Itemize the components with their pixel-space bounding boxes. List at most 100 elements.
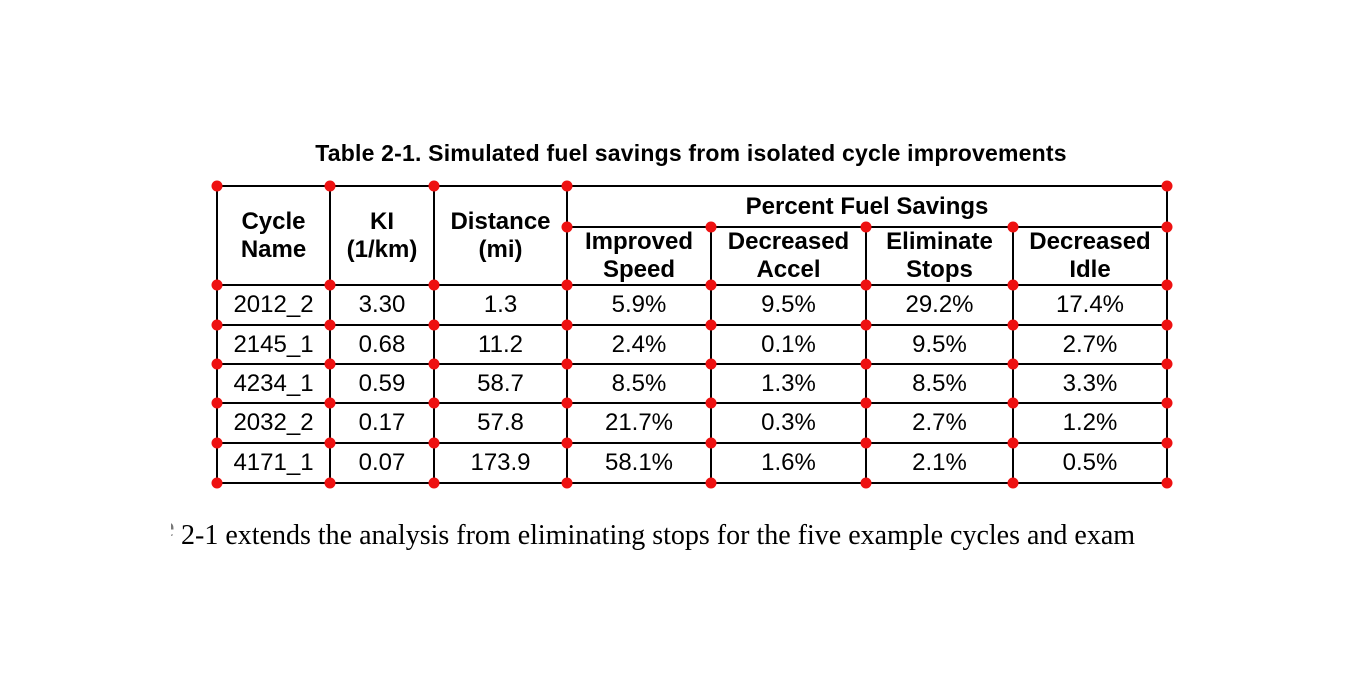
- table-title: Table 2-1. Simulated fuel savings from i…: [315, 140, 1067, 166]
- annotation-dot: [561, 358, 573, 370]
- fuel-savings-table: Cycle Name KI (1/km) Distance (mi) Perce…: [216, 185, 1169, 484]
- annotation-dot: [1007, 319, 1019, 331]
- table-cell: 2145_1: [216, 324, 331, 365]
- annotation-dot: [211, 397, 223, 409]
- clipped-char: e: [171, 512, 175, 544]
- annotation-dot: [428, 319, 440, 331]
- table-row: 4171_1 0.07 173.9 58.1% 1.6% 2.1% 0.5%: [216, 442, 1169, 484]
- table-cell: 0.1%: [710, 324, 867, 365]
- table-cell: 8.5%: [865, 363, 1014, 404]
- annotation-dot: [561, 180, 573, 192]
- table-cell: 58.1%: [566, 442, 712, 484]
- annotation-dot: [324, 279, 336, 291]
- caption-text: 2-1 extends the analysis from eliminatin…: [181, 520, 1136, 551]
- annotation-dot: [211, 437, 223, 449]
- col-header-eliminate-stops: Eliminate Stops: [865, 226, 1014, 286]
- col-header-decreased-accel: Decreased Accel: [710, 226, 867, 286]
- annotation-dot: [211, 319, 223, 331]
- annotation-dot: [705, 279, 717, 291]
- table-cell: 3.3%: [1011, 363, 1169, 404]
- table-cell: 21.7%: [566, 402, 712, 444]
- annotation-dot: [860, 397, 872, 409]
- annotation-dot: [1161, 358, 1173, 370]
- annotation-dot: [324, 477, 336, 489]
- table-cell: 4171_1: [216, 442, 331, 484]
- table-row: 4234_1 0.59 58.7 8.5% 1.3% 8.5% 3.3%: [216, 363, 1169, 404]
- table-cell: 2.4%: [566, 324, 712, 365]
- table-cell: 29.2%: [865, 284, 1014, 326]
- col-header-ki: KI (1/km): [329, 185, 435, 286]
- table-cell: 5.9%: [566, 284, 712, 326]
- table-cell: 4234_1: [216, 363, 331, 404]
- annotation-dot: [428, 477, 440, 489]
- annotation-dot: [428, 180, 440, 192]
- annotation-dot: [211, 477, 223, 489]
- table-row: 2012_2 3.30 1.3 5.9% 9.5% 29.2% 17.4%: [216, 284, 1169, 326]
- annotation-dot: [1007, 437, 1019, 449]
- table-cell: 2.7%: [1011, 324, 1169, 365]
- table-cell: 0.3%: [710, 402, 867, 444]
- table-cell: 58.7: [433, 363, 568, 404]
- table-cell: 57.8: [433, 402, 568, 444]
- col-header-improved-speed: Improved Speed: [566, 226, 712, 286]
- annotation-dot: [428, 437, 440, 449]
- table-cell: 1.6%: [710, 442, 867, 484]
- annotation-dot: [705, 397, 717, 409]
- annotation-dot: [860, 358, 872, 370]
- annotation-dot: [324, 319, 336, 331]
- annotation-dot: [324, 437, 336, 449]
- table-cell: 1.3%: [710, 363, 867, 404]
- col-header-percent-fuel-savings: Percent Fuel Savings: [565, 185, 1169, 228]
- annotation-dot: [324, 397, 336, 409]
- annotation-dot: [705, 319, 717, 331]
- table-row: 2032_2 0.17 57.8 21.7% 0.3% 2.7% 1.2%: [216, 402, 1169, 444]
- table-row: 2145_1 0.68 11.2 2.4% 0.1% 9.5% 2.7%: [216, 324, 1169, 365]
- table-cell: 9.5%: [710, 284, 867, 326]
- table-cell: 11.2: [433, 324, 568, 365]
- table-cell: 8.5%: [566, 363, 712, 404]
- annotation-dot: [860, 437, 872, 449]
- annotation-dot: [705, 221, 717, 233]
- annotation-dot: [428, 279, 440, 291]
- annotation-dot: [211, 180, 223, 192]
- annotation-dot: [211, 358, 223, 370]
- table-cell: 9.5%: [865, 324, 1014, 365]
- table-cell: 0.07: [329, 442, 435, 484]
- annotation-dot: [561, 437, 573, 449]
- annotation-dot: [1007, 358, 1019, 370]
- table-cell: 2012_2: [216, 284, 331, 326]
- table-cell: 2.1%: [865, 442, 1014, 484]
- annotation-dot: [1007, 397, 1019, 409]
- table-cell: 2.7%: [865, 402, 1014, 444]
- table-cell: 3.30: [329, 284, 435, 326]
- annotation-dot: [860, 279, 872, 291]
- annotation-dot: [1161, 477, 1173, 489]
- table-cell: 0.17: [329, 402, 435, 444]
- annotation-dot: [428, 397, 440, 409]
- annotation-dot: [860, 477, 872, 489]
- annotation-dot: [860, 221, 872, 233]
- annotation-dot: [1161, 397, 1173, 409]
- annotation-dot: [324, 180, 336, 192]
- annotation-dot: [561, 397, 573, 409]
- caption-line: e2-1 extends the analysis from eliminati…: [171, 512, 1135, 552]
- annotation-dot: [324, 358, 336, 370]
- col-header-decreased-idle: Decreased Idle: [1011, 226, 1169, 286]
- table-cell: 17.4%: [1011, 284, 1169, 326]
- annotation-dot: [705, 477, 717, 489]
- col-header-distance: Distance (mi): [433, 185, 568, 286]
- annotation-dot: [705, 358, 717, 370]
- table-cell: 1.2%: [1011, 402, 1169, 444]
- annotation-dot: [561, 477, 573, 489]
- annotation-dot: [561, 279, 573, 291]
- annotation-dot: [561, 319, 573, 331]
- annotation-dot: [211, 279, 223, 291]
- annotation-dot: [860, 319, 872, 331]
- annotation-dot: [705, 437, 717, 449]
- annotation-dot: [1161, 437, 1173, 449]
- col-header-cycle-name: Cycle Name: [216, 185, 331, 286]
- table-cell: 0.68: [329, 324, 435, 365]
- annotation-dot: [561, 221, 573, 233]
- annotation-dot: [1161, 180, 1173, 192]
- table-cell: 2032_2: [216, 402, 331, 444]
